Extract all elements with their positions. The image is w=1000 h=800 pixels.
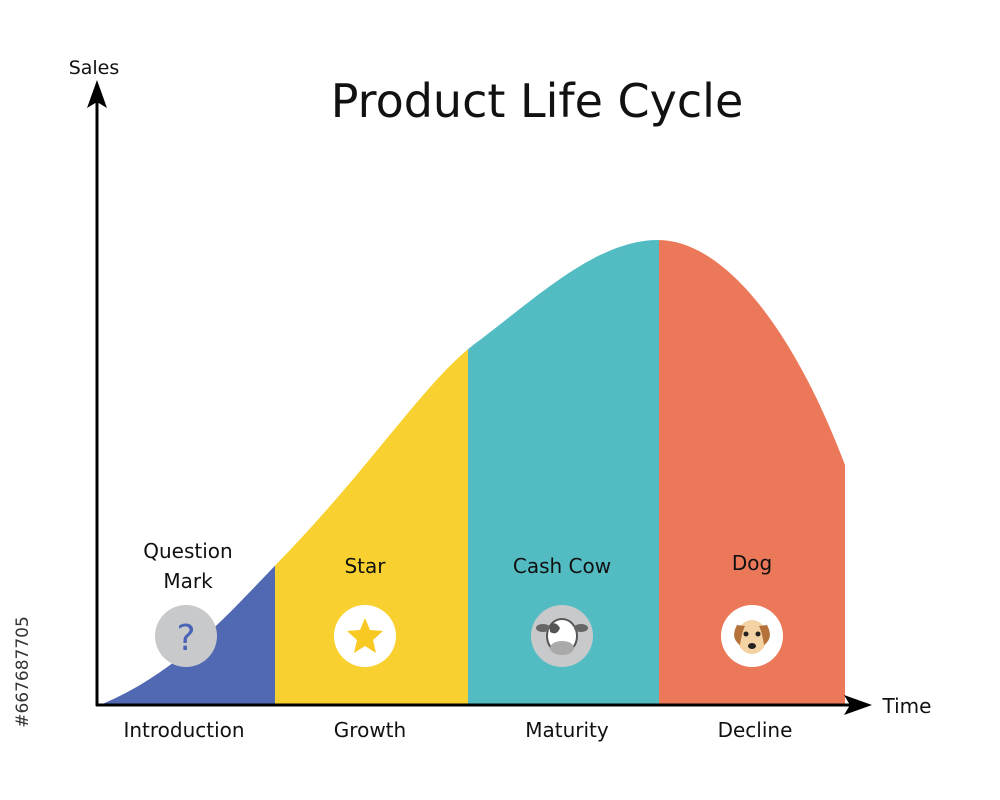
icon-symbol: ? <box>176 618 195 659</box>
phase-label: Growth <box>334 718 406 742</box>
dog-icon <box>721 605 783 667</box>
cow-icon <box>531 605 593 667</box>
y-axis-label: Sales <box>69 57 120 79</box>
axes <box>95 95 860 707</box>
phase-label: Decline <box>718 718 793 742</box>
x-arrow <box>844 695 872 715</box>
y-arrow <box>87 80 107 108</box>
title: Product Life Cycle <box>331 74 744 128</box>
star-icon <box>334 605 396 667</box>
stage-name: Cash Cow <box>513 554 611 578</box>
stage-name: Star <box>344 554 386 578</box>
x-axis-label: Time <box>882 694 932 718</box>
question-icon: ? <box>155 605 217 667</box>
phase-label: Introduction <box>123 718 244 742</box>
stage-name: Question <box>143 539 232 563</box>
phase-label: Maturity <box>525 718 609 742</box>
watermark-id: #667687705 <box>13 616 33 728</box>
stage-name: Mark <box>163 569 213 593</box>
stage-name: Dog <box>732 551 772 575</box>
